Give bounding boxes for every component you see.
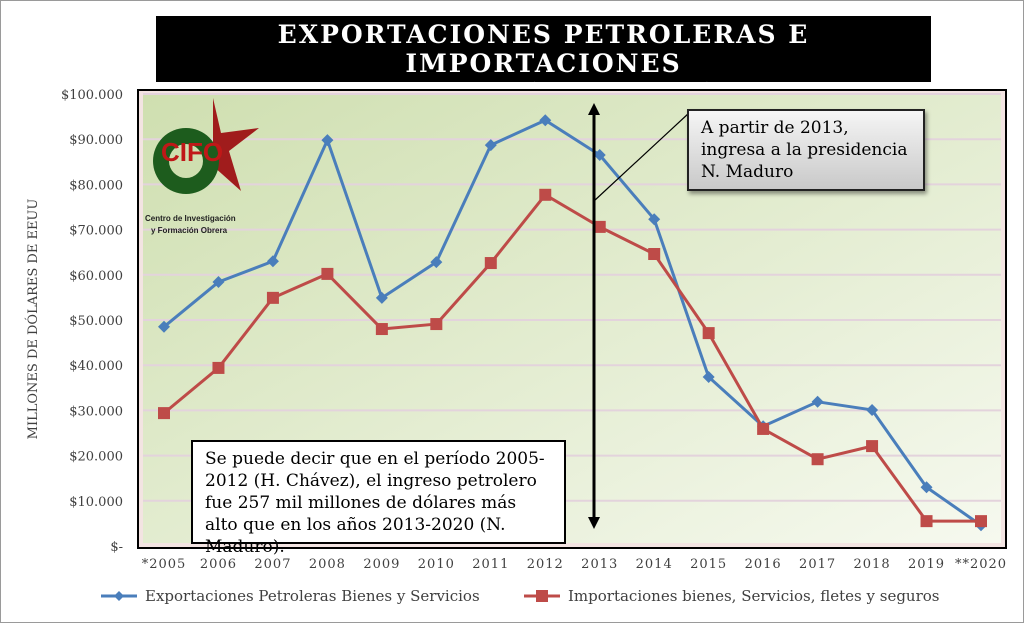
data-point-exports <box>484 139 497 152</box>
y-tick-label: $90.000 <box>69 133 123 148</box>
data-point-imports <box>158 407 170 420</box>
data-point-exports <box>920 481 933 494</box>
period-divider-arrow <box>588 103 690 529</box>
data-point-exports <box>266 255 279 268</box>
svg-text:CIFO: CIFO <box>161 137 223 167</box>
x-tick-label: 2015 <box>690 557 727 572</box>
data-point-exports <box>593 149 606 162</box>
x-tick-label: 2019 <box>908 557 945 572</box>
data-point-exports <box>702 370 715 383</box>
y-tick-label: $20.000 <box>69 450 123 465</box>
chart-title: EXPORTACIONES PETROLERAS E IMPORTACIONES… <box>156 16 931 107</box>
title-line-1: EXPORTACIONES PETROLERAS E IMPORTACIONES <box>277 20 810 78</box>
y-tick-label: $70.000 <box>69 224 123 239</box>
y-tick-label: $30.000 <box>69 404 123 419</box>
data-point-imports <box>593 220 606 233</box>
data-point-imports <box>648 248 661 261</box>
series-line-imports <box>163 193 981 523</box>
x-tick-label: 2016 <box>745 557 782 572</box>
data-point-imports <box>975 515 987 528</box>
data-point-imports <box>866 440 879 453</box>
data-point-exports <box>430 256 443 269</box>
legend-label: Exportaciones Petroleras Bienes y Servic… <box>145 587 480 605</box>
y-tick-label: $- <box>110 540 123 555</box>
data-point-imports <box>484 257 497 270</box>
svg-text:y Formación Obrera: y Formación Obrera <box>151 226 228 235</box>
y-tick-label: $10.000 <box>69 495 123 510</box>
legend-marker-diamond-icon <box>101 591 137 601</box>
data-point-exports <box>648 213 661 226</box>
legend-label: Importaciones bienes, Servicios, fletes … <box>568 587 940 605</box>
data-point-exports <box>811 395 824 408</box>
data-point-exports <box>866 403 879 416</box>
x-tick-label: 2018 <box>854 557 891 572</box>
data-point-exports <box>158 320 170 333</box>
data-point-imports <box>811 453 824 466</box>
data-point-imports <box>212 361 225 374</box>
x-tick-label: 2014 <box>636 557 673 572</box>
logo-star <box>213 98 259 191</box>
x-tick-label: 2011 <box>472 557 509 572</box>
data-point-exports <box>375 291 388 304</box>
svg-text:Centro de Investigación: Centro de Investigación <box>145 214 236 223</box>
x-tick-label: 2006 <box>200 557 237 572</box>
x-tick-label: 2010 <box>418 557 455 572</box>
data-point-imports <box>375 323 388 336</box>
data-point-exports <box>321 134 334 147</box>
y-tick-label: $100.000 <box>61 88 123 103</box>
legend-item-exports: Exportaciones Petroleras Bienes y Servic… <box>101 587 480 605</box>
x-tick-label: 2008 <box>309 557 346 572</box>
data-point-imports <box>702 327 715 340</box>
data-point-imports <box>920 515 933 528</box>
y-tick-label: $60.000 <box>69 269 123 284</box>
maduro-annotation: A partir de 2013, ingresa a la presidenc… <box>687 109 925 191</box>
x-tick-label: 2007 <box>254 557 291 572</box>
y-tick-label: $80.000 <box>69 178 123 193</box>
x-tick-label: 2017 <box>799 557 836 572</box>
data-point-imports <box>266 291 279 304</box>
data-point-imports <box>430 318 443 331</box>
data-point-imports <box>757 422 770 435</box>
data-point-exports <box>212 276 225 289</box>
data-point-imports <box>321 267 334 280</box>
legend-marker-square-icon <box>524 590 560 602</box>
x-tick-label: *2005 <box>142 557 187 572</box>
series-line-exports <box>163 118 982 527</box>
cifo-logo: CIFO Centro de Investigación y Formación… <box>145 98 259 235</box>
data-point-exports <box>539 114 552 127</box>
data-point-imports <box>539 188 552 201</box>
x-tick-label: 2012 <box>527 557 564 572</box>
y-axis-label: MILLONES DE DÓLARES DE EEUU <box>24 199 41 440</box>
x-tick-label: **2020 <box>955 557 1007 572</box>
y-tick-label: $40.000 <box>69 359 123 374</box>
x-tick-label: 2013 <box>581 557 618 572</box>
x-tick-label: 2009 <box>363 557 400 572</box>
y-tick-label: $50.000 <box>69 314 123 329</box>
chavez-annotation: Se puede decir que en el período 2005-20… <box>191 440 566 557</box>
legend-item-imports: Importaciones bienes, Servicios, fletes … <box>524 587 940 605</box>
